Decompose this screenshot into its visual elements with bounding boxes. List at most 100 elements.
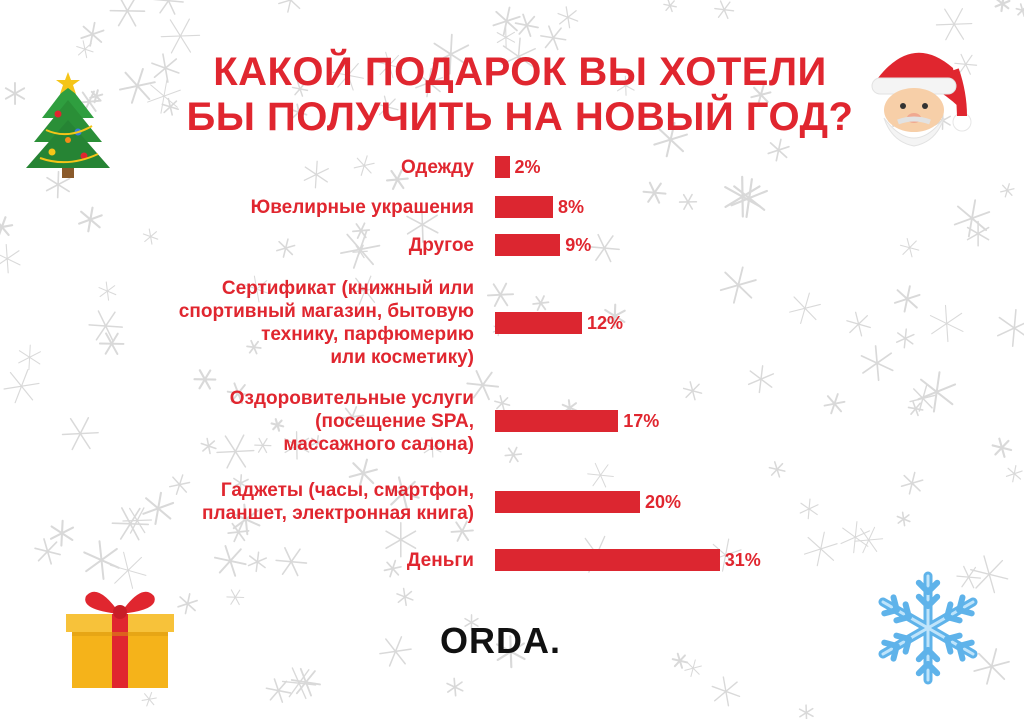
bar (495, 312, 582, 334)
category-label-line: массажного салона) (283, 433, 474, 455)
background-snowflake (973, 648, 1010, 685)
background-snowflake (89, 89, 104, 104)
title-line-1: КАКОЙ ПОДАРОК ВЫ ХОТЕЛИ (213, 50, 827, 94)
data-label: 9% (565, 235, 592, 255)
background-snowflake (310, 435, 325, 451)
background-snowflake (747, 365, 775, 394)
background-snowflake (247, 551, 267, 573)
background-snowflake (653, 121, 688, 158)
background-snowflake (88, 310, 123, 342)
snowflake-icon (878, 571, 978, 685)
background-snowflake (49, 519, 75, 547)
background-snowflake (678, 193, 698, 211)
background-snowflake (768, 461, 786, 478)
data-label: 2% (514, 157, 541, 177)
background-snowflake (78, 206, 103, 233)
background-snowflake (587, 462, 614, 488)
background-snowflake (730, 178, 768, 219)
background-snowflake (303, 160, 329, 189)
background-snowflake (161, 97, 180, 116)
bar (495, 234, 561, 256)
background-snowflake (917, 371, 957, 413)
background-snowflake (714, 0, 735, 20)
background-snowflake (1015, 3, 1024, 18)
background-snowflake (557, 6, 579, 29)
background-snowflake (216, 434, 255, 469)
background-snowflake (275, 547, 308, 577)
background-snowflake (492, 6, 521, 36)
background-snowflake (34, 538, 61, 565)
background-snowflake (991, 437, 1013, 458)
background-snowflake (160, 18, 201, 54)
background-snowflake (122, 507, 153, 534)
category-label-line: Ювелирные украшения (250, 196, 474, 218)
background-snowflake (588, 233, 620, 263)
background-snowflake (860, 345, 894, 382)
background-snowflake (142, 228, 159, 245)
background-snowflake (349, 275, 381, 306)
christmas-tree-icon (26, 72, 110, 178)
background-snowflake (1005, 465, 1023, 483)
background-snowflake (396, 587, 414, 607)
background-snowflake (671, 652, 689, 669)
category-label-line: Оздоровительные услуги (229, 387, 474, 409)
background-snowflake (332, 60, 364, 91)
background-snowflake (823, 393, 846, 415)
background-snowflake (446, 677, 464, 697)
background-snowflake (953, 199, 991, 238)
background-snowflake (348, 458, 378, 488)
background-snowflake (603, 303, 626, 329)
background-snowflake (177, 593, 198, 615)
category-label-line: Другое (408, 234, 474, 256)
background-snowflake (432, 33, 470, 75)
background-snowflake (4, 82, 26, 105)
background-snowflake (997, 309, 1024, 347)
background-snowflake (406, 206, 439, 243)
background-snowflake (379, 636, 412, 667)
background-snowflake (291, 80, 309, 97)
background-snowflake (231, 503, 261, 536)
category-label: Деньги (94, 549, 474, 572)
background-snowflake (243, 275, 270, 303)
background-snowflake (504, 446, 523, 463)
background-snowflake (281, 667, 317, 700)
background-snowflake (846, 311, 871, 337)
background-snowflake (929, 304, 964, 343)
background-snowflake (151, 53, 180, 83)
brand-logo: ORDA. (440, 620, 561, 661)
background-snowflake (265, 678, 292, 703)
background-snowflake (486, 282, 515, 307)
background-snowflake (514, 13, 539, 38)
background-snowflake (0, 216, 14, 238)
background-snowflake (501, 37, 536, 76)
background-snowflake (227, 521, 250, 543)
background-snowflake (270, 418, 285, 432)
background-snowflake (290, 103, 308, 121)
background-snowflake (111, 507, 150, 541)
background-snowflake (711, 676, 741, 707)
background-snowflake (3, 369, 40, 404)
background-snowflake (994, 0, 1011, 13)
gift-box-icon (66, 591, 174, 688)
category-label: Одежду (94, 156, 474, 179)
category-label-line: спортивный магазин, бытовую (178, 301, 474, 322)
background-snowflake (168, 474, 191, 495)
category-label: Ювелирные украшения (94, 196, 474, 219)
background-snowflake (80, 21, 105, 47)
background-snowflake (496, 26, 516, 48)
category-label: Другое (94, 234, 474, 257)
title-line-2: БЫ ПОЛУЧИТЬ НА НОВЫЙ ГОД? (186, 95, 854, 139)
background-snowflake (616, 75, 635, 96)
background-snowflake (98, 332, 125, 355)
background-snowflake (954, 53, 978, 75)
category-label: Оздоровительные услуги (посещение SPA, мас… (94, 387, 474, 456)
bar (495, 491, 640, 513)
background-snowflake (386, 476, 420, 511)
background-snowflake (385, 521, 417, 558)
category-label: Гаджеты (часы, смартфон, планшет, электро… (94, 479, 474, 525)
background-snowflake (895, 328, 915, 349)
background-snowflake (200, 437, 217, 455)
background-snowflake (278, 0, 304, 13)
